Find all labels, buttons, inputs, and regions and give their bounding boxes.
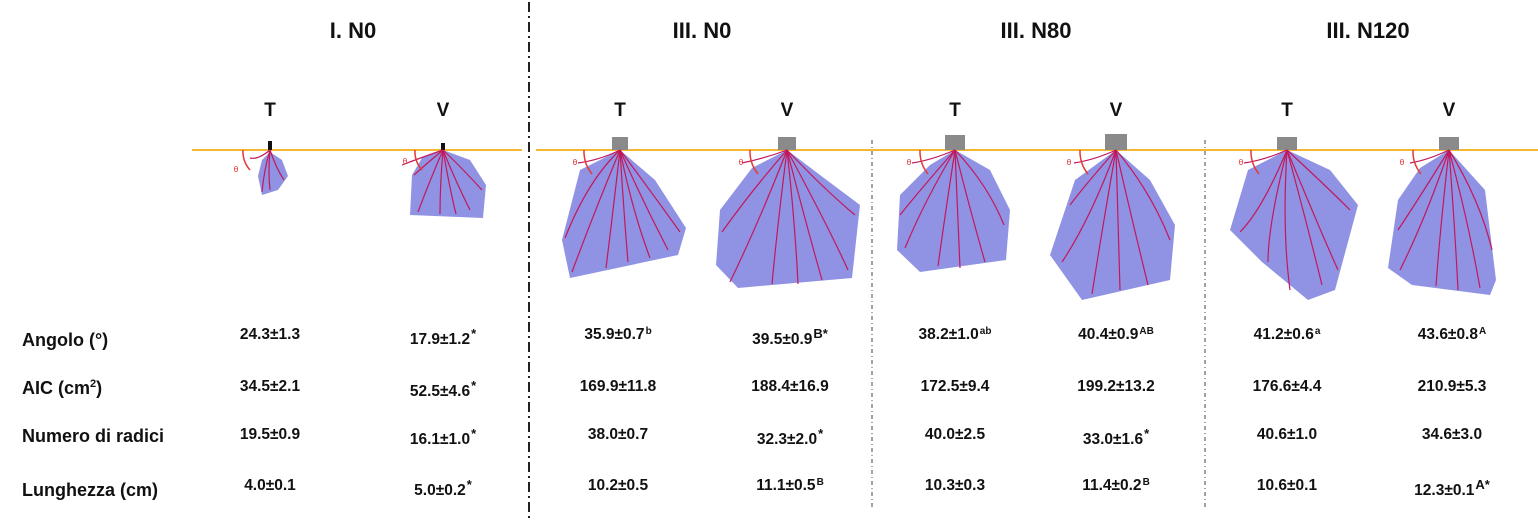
value-cell-length: 5.0±0.2* bbox=[414, 477, 472, 499]
value-cell-aic: 188.4±16.9 bbox=[751, 378, 829, 395]
row-label-roots: Numero di radici bbox=[22, 426, 165, 446]
group-title-i-n0: I. N0 bbox=[329, 18, 377, 43]
value-cell-length: 11.4±0.2B bbox=[1082, 477, 1150, 494]
value-cell-length: 12.3±0.1A* bbox=[1414, 477, 1490, 499]
angle-marker: θ bbox=[573, 158, 578, 167]
value-cell-roots: 33.0±1.6* bbox=[1082, 426, 1150, 448]
plant-crown bbox=[1277, 137, 1297, 150]
plant-crown bbox=[1439, 137, 1459, 150]
col-label-t: T bbox=[264, 100, 276, 121]
value-cell-aic: 52.5±4.6* bbox=[409, 378, 477, 400]
value-cell-length: 11.1±0.5B bbox=[756, 477, 824, 494]
value-cell-aic: 172.5±9.4 bbox=[920, 378, 990, 395]
value-cell-length: 4.0±0.1 bbox=[244, 477, 296, 494]
value-cell-angle: 35.9±0.7b bbox=[584, 326, 652, 343]
plant-stem bbox=[441, 143, 445, 150]
root-hull-i-v bbox=[410, 150, 486, 218]
roots-iii-n80-v bbox=[1061, 149, 1171, 295]
value-cell-aic: 210.9±5.3 bbox=[1417, 378, 1487, 395]
roots-i-t bbox=[249, 149, 285, 193]
col-label-v: V bbox=[1442, 100, 1456, 121]
roots-i-v bbox=[401, 149, 483, 215]
group-title-iii-n120: III. N120 bbox=[1326, 18, 1410, 43]
value-cell-roots: 19.5±0.9 bbox=[239, 426, 301, 443]
angle-marker: θ bbox=[1239, 158, 1244, 167]
row-label-aic: AIC (cm2) bbox=[22, 378, 103, 398]
roots-iii-n0-t bbox=[564, 149, 681, 273]
angle-marker: θ bbox=[1067, 158, 1072, 167]
value-cell-roots: 40.6±1.0 bbox=[1256, 426, 1318, 443]
angle-marker: θ bbox=[403, 157, 408, 166]
value-cell-aic: 199.2±13.2 bbox=[1077, 378, 1155, 395]
plant-crown bbox=[778, 137, 796, 150]
value-cell-angle: 38.2±1.0ab bbox=[918, 326, 992, 343]
roots-iii-n120-v bbox=[1397, 149, 1493, 291]
col-label-t: T bbox=[1281, 100, 1293, 121]
value-cell-aic: 34.5±2.1 bbox=[239, 378, 301, 395]
angle-marker: θ bbox=[907, 158, 912, 167]
value-cell-angle: 39.5±0.9B* bbox=[752, 326, 828, 348]
row-label-angle: Angolo (°) bbox=[22, 330, 109, 350]
col-label-t: T bbox=[949, 100, 961, 121]
root-hull-iii-n120-t bbox=[1230, 150, 1358, 300]
root-hull-iii-n120-v bbox=[1388, 150, 1496, 295]
col-label-t: T bbox=[614, 100, 626, 121]
value-cell-roots: 34.6±3.0 bbox=[1421, 426, 1483, 443]
root-hull-iii-n80-t bbox=[897, 150, 1010, 272]
angle-arcs bbox=[242, 149, 1422, 175]
plant-crown bbox=[612, 137, 628, 150]
plant-stem bbox=[268, 141, 272, 150]
value-cell-roots: 32.3±2.0* bbox=[756, 426, 824, 448]
col-label-v: V bbox=[436, 100, 450, 121]
plant-crown bbox=[1105, 134, 1127, 150]
value-cell-length: 10.3±0.3 bbox=[924, 477, 986, 494]
value-cell-aic: 176.6±4.4 bbox=[1252, 378, 1322, 395]
angle-marker: θ bbox=[1400, 158, 1405, 167]
root-hull-iii-n0-v bbox=[716, 150, 860, 288]
angle-marker: θ bbox=[234, 165, 239, 174]
value-cell-angle: 40.4±0.9AB bbox=[1078, 326, 1154, 343]
roots-iii-n0-v bbox=[721, 149, 856, 285]
angle-marker: θ bbox=[739, 158, 744, 167]
value-cell-length: 10.6±0.1 bbox=[1256, 477, 1318, 494]
roots-iii-n120-t bbox=[1239, 149, 1351, 291]
value-cell-angle: 43.6±0.8A bbox=[1417, 326, 1487, 343]
root-hull-i-t bbox=[258, 152, 288, 195]
plant-crown bbox=[945, 135, 965, 150]
value-cell-roots: 40.0±2.5 bbox=[924, 426, 986, 443]
value-cell-angle: 17.9±1.2* bbox=[409, 326, 477, 348]
value-cell-angle: 41.2±0.6a bbox=[1253, 326, 1321, 343]
group-title-iii-n80: III. N80 bbox=[1000, 18, 1072, 43]
col-label-v: V bbox=[780, 100, 794, 121]
value-cell-length: 10.2±0.5 bbox=[587, 477, 649, 494]
col-label-v: V bbox=[1109, 100, 1123, 121]
value-cell-aic: 169.9±11.8 bbox=[579, 378, 657, 395]
group-title-iii-n0: III. N0 bbox=[672, 18, 732, 43]
value-cell-angle: 24.3±1.3 bbox=[239, 326, 301, 343]
value-cell-roots: 16.1±1.0* bbox=[409, 426, 477, 448]
roots-iii-n80-t bbox=[899, 149, 1005, 269]
value-cell-roots: 38.0±0.7 bbox=[587, 426, 649, 443]
row-label-length: Lunghezza (cm) bbox=[22, 480, 159, 500]
